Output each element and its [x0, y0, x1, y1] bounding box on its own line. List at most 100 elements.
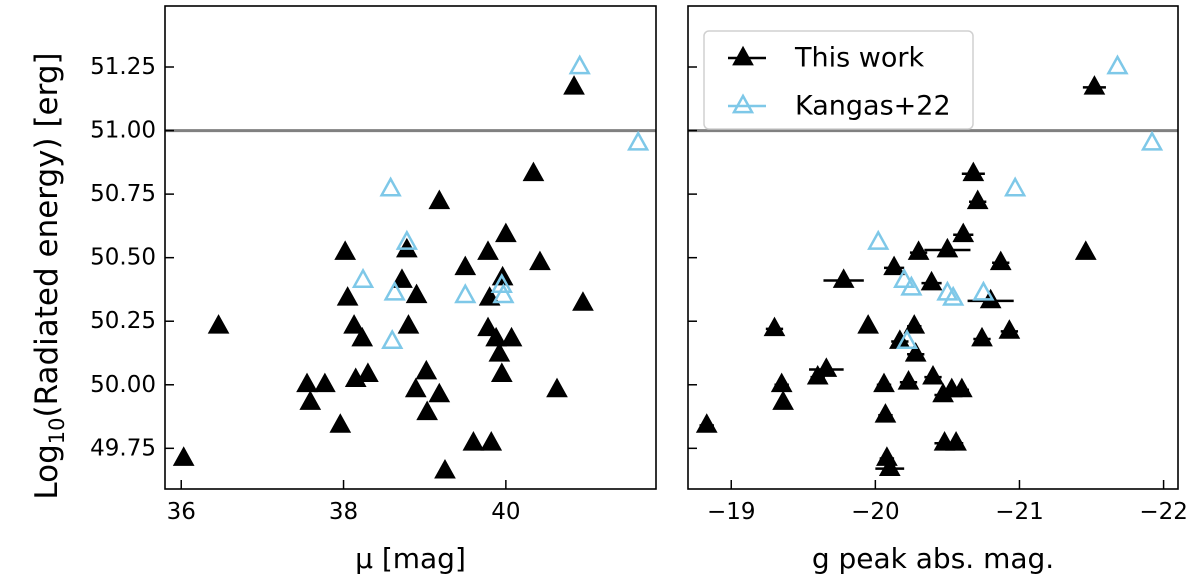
point-thiswork-right-34 — [1083, 75, 1106, 95]
xlabel-right: g peak abs. mag. — [812, 542, 1054, 575]
point-thiswork-left-38 — [572, 291, 594, 311]
point-thiswork-left-1 — [207, 314, 230, 334]
ylabel-pre: Log — [29, 444, 65, 499]
point-thiswork-right-6 — [832, 268, 855, 288]
point-thiswork-left-34 — [522, 161, 545, 182]
ylabel-sub: 10 — [45, 418, 69, 445]
point-thiswork-right-15 — [904, 342, 927, 362]
point-thiswork-right-2 — [770, 372, 793, 393]
point-thiswork-left-16 — [404, 377, 427, 398]
xlabel-left: μ [mag] — [355, 542, 466, 575]
ytick-label-left-0: 49.75 — [90, 435, 156, 461]
point-thiswork-left-24 — [477, 240, 499, 260]
point-thiswork-right-7 — [857, 314, 879, 334]
ytick-label-left-6: 51.25 — [90, 54, 156, 80]
legend-label-0: This work — [794, 43, 924, 74]
point-thiswork-right-25 — [950, 377, 973, 398]
legend: This work Kangas+22 — [703, 30, 974, 130]
point-thiswork-left-6 — [334, 240, 357, 260]
xtick-label-right-3: −22 — [1139, 499, 1188, 525]
point-thiswork-left-27 — [480, 431, 503, 451]
xtick-label-right-1: −20 — [851, 499, 900, 525]
point-thiswork-left-14 — [397, 314, 420, 334]
point-thiswork-right-29 — [971, 326, 993, 347]
ylabel-post: (Radiated energy) [erg] — [29, 52, 65, 417]
point-kangas-left-0 — [351, 267, 375, 288]
point-thiswork-left-21 — [434, 459, 456, 479]
point-thiswork-right-1 — [763, 316, 786, 337]
point-thiswork-right-33 — [1074, 240, 1097, 260]
point-kangas-left-2 — [381, 328, 404, 349]
point-thiswork-right-0 — [695, 413, 718, 433]
ytick-label-left-5: 51.00 — [90, 118, 156, 144]
point-thiswork-left-26 — [477, 316, 499, 337]
ytick-label-left-3: 50.50 — [90, 245, 156, 271]
point-thiswork-left-22 — [454, 255, 477, 276]
point-thiswork-right-9 — [874, 403, 897, 423]
frame-left — [164, 5, 657, 490]
legend-marker-0 — [732, 45, 754, 66]
point-thiswork-left-30 — [490, 362, 513, 382]
point-thiswork-right-24 — [945, 431, 967, 451]
point-kangas-left-9 — [627, 130, 650, 151]
point-thiswork-right-28 — [966, 189, 989, 210]
point-thiswork-right-32 — [998, 319, 1021, 339]
point-thiswork-left-8 — [343, 314, 365, 334]
point-kangas-right-5 — [942, 285, 965, 306]
point-thiswork-left-15 — [405, 283, 428, 304]
point-kangas-right-9 — [1140, 130, 1164, 151]
point-thiswork-right-26 — [952, 222, 975, 243]
point-thiswork-left-18 — [416, 400, 438, 421]
point-kangas-left-1 — [379, 176, 402, 197]
point-thiswork-right-8 — [873, 372, 895, 393]
point-thiswork-left-23 — [462, 431, 485, 451]
point-thiswork-left-7 — [336, 286, 359, 306]
point-thiswork-left-0 — [172, 446, 195, 466]
ytick-label-left-4: 50.75 — [90, 181, 156, 207]
point-thiswork-left-29 — [488, 342, 511, 362]
point-thiswork-right-18 — [920, 270, 943, 291]
point-thiswork-left-10 — [351, 326, 374, 347]
point-thiswork-right-12 — [883, 255, 905, 276]
point-thiswork-right-5 — [815, 357, 838, 377]
point-thiswork-right-22 — [936, 237, 959, 258]
xtick-label-left-2: 40 — [491, 499, 520, 525]
point-kangas-right-2 — [900, 275, 923, 296]
point-thiswork-left-12 — [391, 268, 413, 288]
point-thiswork-left-2 — [296, 372, 318, 393]
xtick-label-left-0: 36 — [167, 499, 196, 525]
point-thiswork-right-19 — [922, 364, 944, 385]
point-kangas-right-6 — [972, 280, 995, 301]
point-kangas-left-3 — [383, 280, 406, 301]
point-kangas-right-0 — [867, 229, 890, 250]
point-kangas-left-5 — [454, 283, 477, 304]
legend-label-1: Kangas+22 — [795, 91, 951, 122]
xtick-label-right-0: −19 — [707, 499, 756, 525]
legend-marker-1 — [731, 93, 755, 114]
point-kangas-left-6 — [490, 273, 513, 294]
point-thiswork-right-27 — [962, 161, 985, 182]
frame-right — [687, 5, 1179, 490]
point-thiswork-left-36 — [546, 377, 568, 398]
point-kangas-left-8 — [568, 54, 591, 75]
point-thiswork-right-3 — [772, 390, 794, 410]
point-thiswork-left-37 — [563, 75, 585, 95]
point-thiswork-right-16 — [897, 370, 920, 390]
ylabel: Log10(Radiated energy) [erg] — [29, 52, 69, 499]
point-kangas-left-4 — [395, 229, 418, 250]
point-thiswork-right-11 — [878, 456, 901, 477]
ytick-label-left-1: 50.00 — [90, 372, 156, 398]
point-thiswork-left-17 — [415, 359, 438, 380]
point-thiswork-left-28 — [485, 326, 507, 347]
point-kangas-left-7 — [492, 283, 515, 304]
point-thiswork-left-4 — [314, 372, 336, 393]
point-thiswork-left-11 — [357, 362, 379, 382]
point-thiswork-left-35 — [529, 250, 551, 271]
point-thiswork-left-33 — [500, 326, 523, 347]
xtick-label-right-2: −21 — [995, 499, 1044, 525]
xtick-label-left-1: 38 — [329, 499, 358, 525]
ytick-label-left-2: 50.25 — [90, 308, 156, 334]
svg-text:Log10(Radiated energy) [erg]: Log10(Radiated energy) [erg] — [29, 52, 69, 499]
point-kangas-right-1 — [893, 267, 916, 288]
